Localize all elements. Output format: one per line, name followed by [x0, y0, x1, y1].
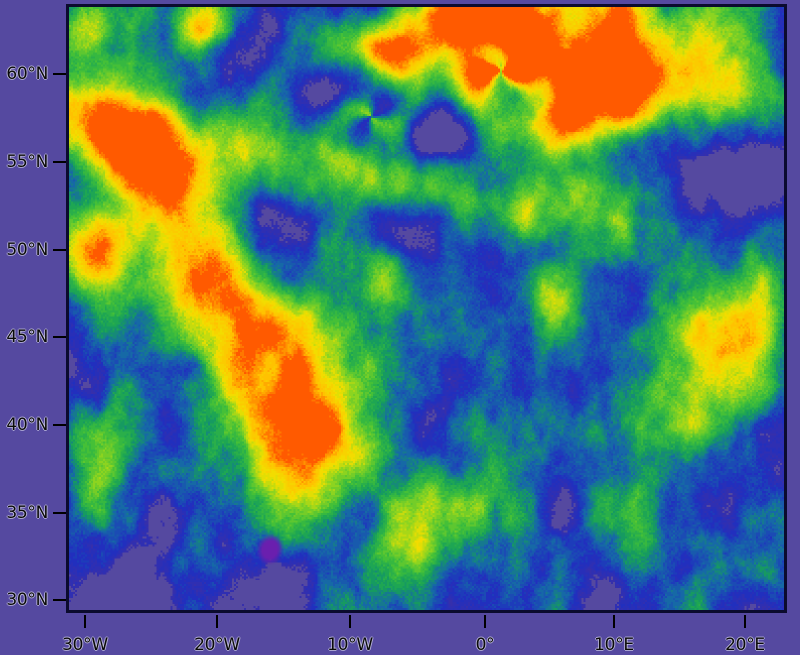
- y-tick-label: 35°N: [6, 503, 48, 523]
- x-tick-mark: [349, 615, 351, 628]
- x-tick-mark: [216, 615, 218, 628]
- y-tick-label: 50°N: [6, 240, 48, 260]
- x-tick-label: 20°W: [194, 635, 240, 655]
- y-tick-label: 45°N: [6, 327, 48, 347]
- y-tick-mark: [53, 161, 66, 163]
- y-tick-mark: [53, 73, 66, 75]
- x-tick-mark: [613, 615, 615, 628]
- y-tick-mark: [53, 512, 66, 514]
- y-tick-mark: [53, 599, 66, 601]
- y-tick-label: 30°N: [6, 590, 48, 610]
- x-tick-label: 0°: [475, 635, 495, 655]
- x-tick-mark: [744, 615, 746, 628]
- field-heatmap-canvas: [69, 7, 784, 610]
- y-tick-mark: [53, 336, 66, 338]
- x-tick-label: 10°W: [327, 635, 373, 655]
- y-tick-label: 55°N: [6, 152, 48, 172]
- plot-frame: [66, 4, 787, 613]
- y-tick-label: 40°N: [6, 415, 48, 435]
- y-tick-mark: [53, 424, 66, 426]
- y-tick-label: 60°N: [6, 64, 48, 84]
- x-tick-label: 20°E: [725, 635, 765, 655]
- x-tick-label: 30°W: [62, 635, 108, 655]
- x-tick-mark: [484, 615, 486, 628]
- x-tick-mark: [84, 615, 86, 628]
- y-tick-mark: [53, 249, 66, 251]
- x-tick-label: 10°E: [594, 635, 634, 655]
